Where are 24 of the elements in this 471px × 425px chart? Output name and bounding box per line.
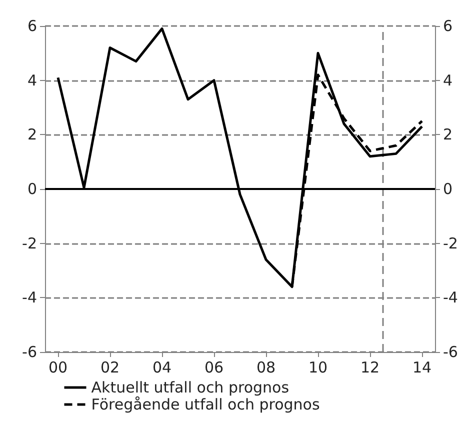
y2-tick-label: 4 bbox=[443, 71, 453, 90]
y-tick-label: -4 bbox=[22, 288, 37, 307]
y2-tick-label: 0 bbox=[443, 180, 453, 198]
x-tick-label: 10 bbox=[308, 358, 328, 376]
y2-tick-label: -2 bbox=[443, 234, 458, 252]
x-tick-label: 02 bbox=[100, 358, 120, 376]
x-tick-label: 00 bbox=[48, 358, 68, 376]
x-tick-label: 04 bbox=[152, 358, 172, 376]
y-tick-label: -6 bbox=[22, 343, 37, 361]
y2-tick-label: 6 bbox=[443, 17, 453, 35]
y2-tick-label: -4 bbox=[443, 288, 458, 307]
x-tick-label: 12 bbox=[360, 358, 380, 376]
legend-label: Aktuellt utfall och prognos bbox=[91, 378, 290, 396]
x-tick-label: 06 bbox=[204, 358, 224, 376]
legend-label: Föregående utfall och prognos bbox=[91, 396, 320, 414]
y-tick-label: 0 bbox=[27, 180, 37, 198]
y2-tick-label: -6 bbox=[443, 343, 458, 361]
y-tick-label: 4 bbox=[27, 71, 37, 90]
x-tick-label: 08 bbox=[256, 358, 276, 376]
y-tick-label: 2 bbox=[27, 126, 37, 144]
y-tick-label: -2 bbox=[22, 234, 37, 252]
y2-tick-label: 2 bbox=[443, 126, 453, 144]
y-tick-label: 6 bbox=[27, 17, 37, 35]
x-tick-label: 14 bbox=[412, 358, 432, 376]
